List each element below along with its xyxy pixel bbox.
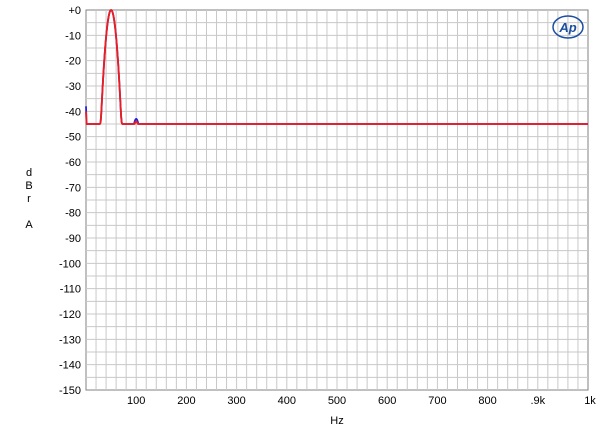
x-tick-label: 1k (584, 395, 596, 407)
y-axis-label: dBr A (25, 167, 33, 231)
y-tick-label: -60 (65, 157, 81, 169)
x-tick-label: 500 (328, 395, 346, 407)
y-tick-label: -70 (65, 182, 81, 194)
y-axis-ticks: +0 -10 -20 -30 -40 -50 -60 -70 -80 -90 -100 -110 -12… (59, 5, 81, 397)
y-tick-label: -150 (59, 385, 81, 397)
series-group (85, 9, 589, 125)
y-axis-label-char: A (25, 219, 33, 231)
y-tick-label: -120 (59, 309, 81, 321)
x-axis-ticks: 100 200 300 400 500 600 700 800 .9k 1k (127, 395, 596, 407)
x-tick-label: 200 (177, 395, 195, 407)
x-tick-label: 100 (127, 395, 145, 407)
x-tick-label: 700 (428, 395, 446, 407)
y-axis-label-char: B (25, 180, 32, 192)
series-line-2 (85, 9, 589, 125)
x-tick-label: 600 (378, 395, 396, 407)
y-tick-label: -30 (65, 81, 81, 93)
x-tick-label: .9k (530, 395, 545, 407)
x-tick-label: 300 (227, 395, 245, 407)
x-tick-label: 400 (278, 395, 296, 407)
y-tick-label: -10 (65, 30, 81, 42)
y-tick-label: +0 (68, 5, 81, 17)
y-tick-label: -110 (60, 284, 81, 296)
y-tick-label: -80 (65, 208, 81, 220)
ap-logo: Ap (552, 15, 584, 39)
y-tick-label: -140 (59, 360, 81, 372)
y-tick-label: -90 (65, 233, 81, 245)
grid (86, 10, 588, 390)
x-axis-label: Hz (330, 415, 343, 427)
ap-logo-text: Ap (558, 20, 576, 35)
y-tick-label: -20 (65, 56, 81, 68)
y-tick-label: -40 (65, 106, 81, 118)
y-tick-label: -100 (59, 258, 81, 270)
y-tick-label: -130 (59, 334, 81, 346)
y-tick-label: -50 (65, 132, 81, 144)
y-axis-label-char: r (27, 193, 31, 205)
y-axis-label-char: d (26, 167, 32, 179)
x-tick-label: 800 (478, 395, 496, 407)
